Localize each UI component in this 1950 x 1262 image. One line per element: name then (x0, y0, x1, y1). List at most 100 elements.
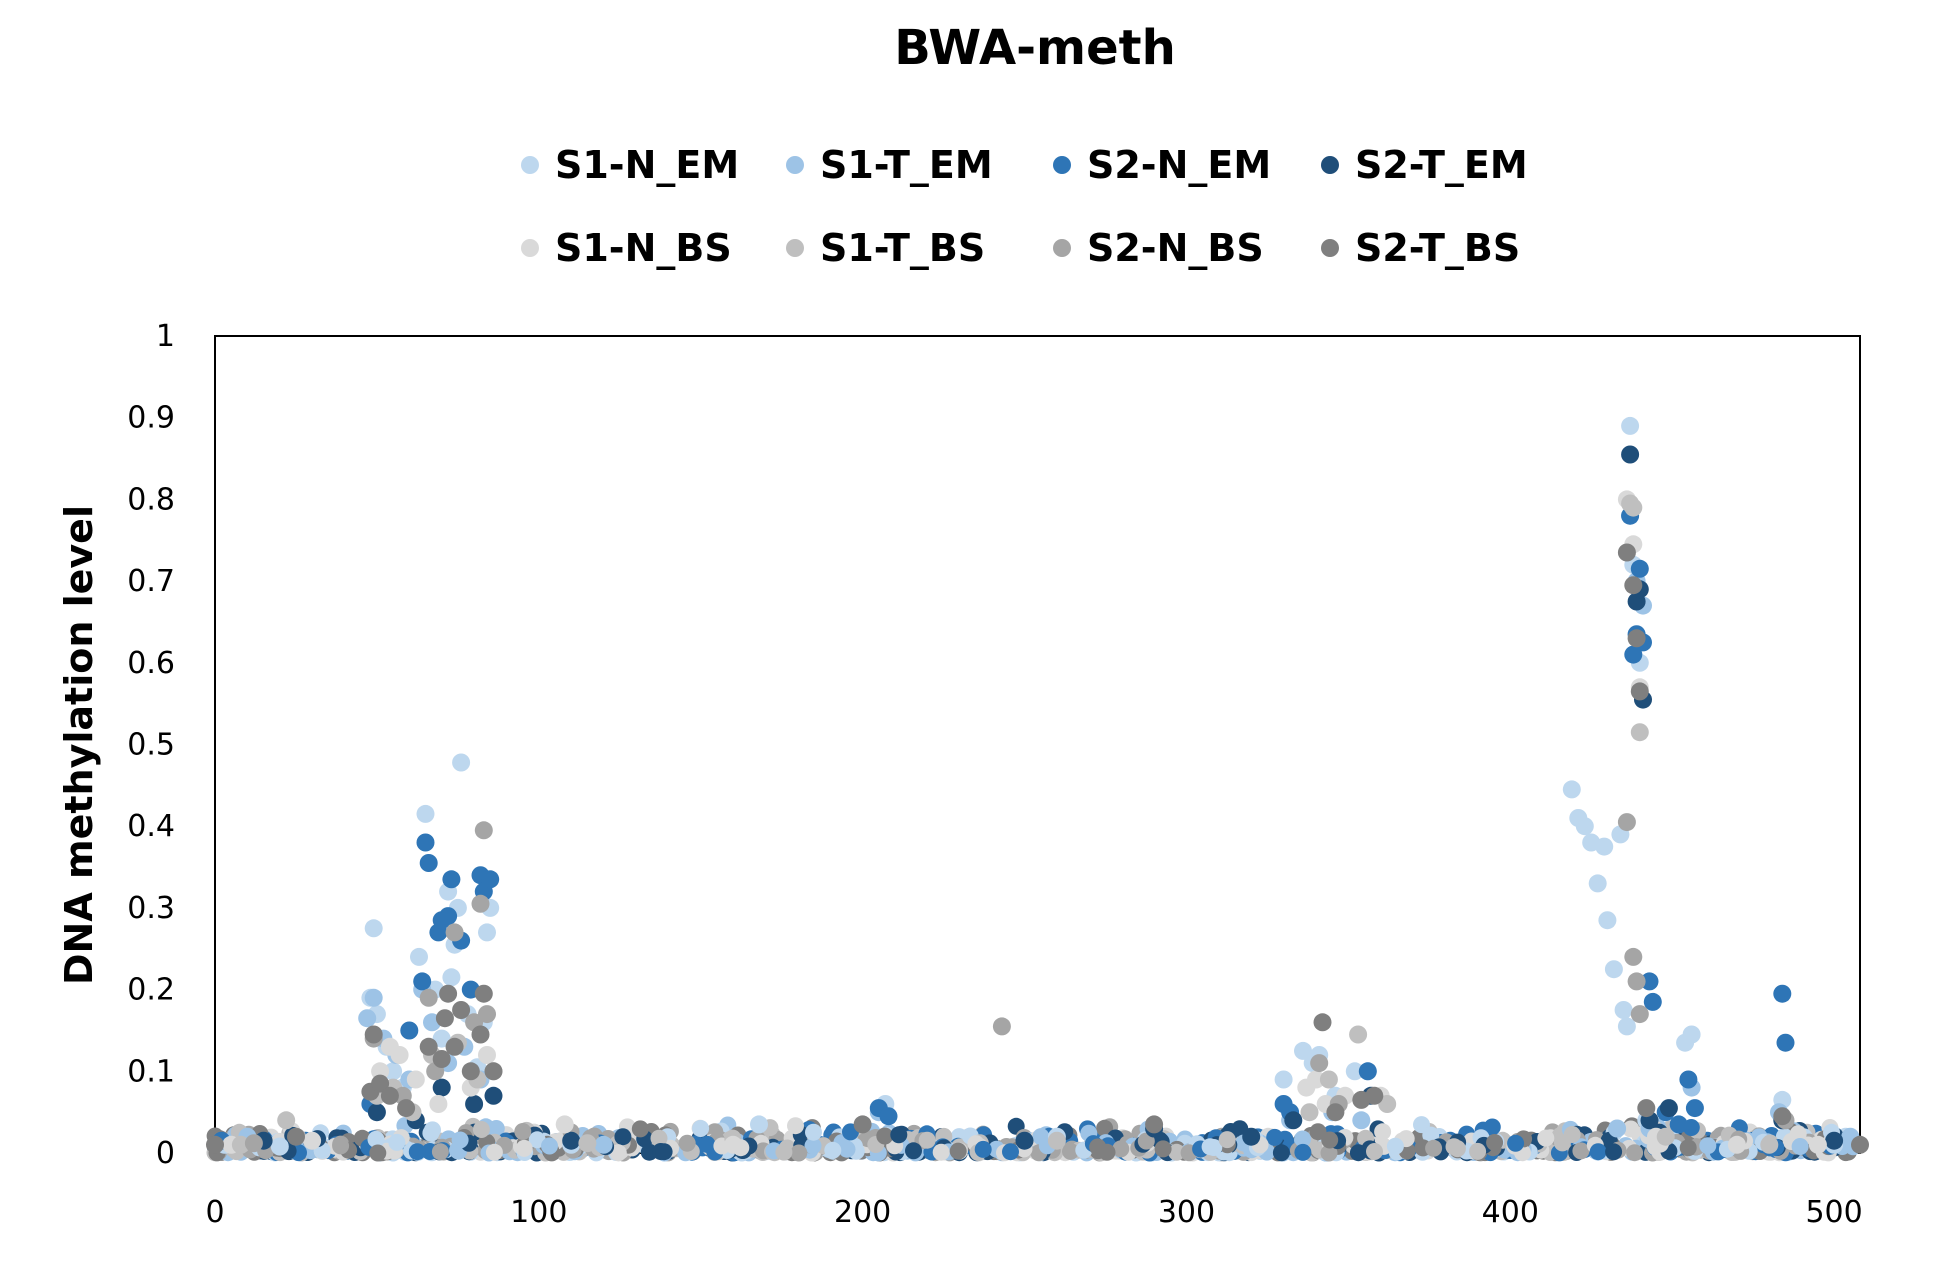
baseline-point (1320, 1144, 1338, 1162)
baseline-point (1112, 1140, 1130, 1158)
baseline-point (514, 1123, 532, 1140)
baseline-point (614, 1128, 632, 1146)
x-tick-label: 300 (1158, 1195, 1215, 1230)
data-point (413, 972, 432, 991)
data-point (853, 1115, 872, 1134)
data-point (1575, 817, 1594, 836)
baseline-point (1679, 1139, 1697, 1157)
data-point (1656, 1127, 1675, 1146)
data-point (287, 1127, 305, 1146)
legend-label: S1-N_BS (555, 226, 732, 270)
data-point (1242, 1127, 1261, 1146)
data-point (452, 1001, 471, 1019)
baseline-point (367, 1130, 385, 1148)
x-tick-label: 200 (834, 1195, 891, 1230)
baseline-point (1294, 1143, 1312, 1161)
data-point (1627, 972, 1646, 991)
baseline-point (408, 1143, 426, 1161)
data-point (1851, 1135, 1869, 1154)
data-point (1319, 1070, 1338, 1089)
baseline-point (655, 1143, 673, 1161)
data-point (461, 1062, 480, 1081)
series-s2-t-em (254, 445, 1844, 1150)
data-point (1621, 416, 1640, 435)
data-point (1640, 972, 1659, 991)
data-point (445, 1037, 464, 1056)
y-axis-label: DNA methylation level (57, 505, 101, 985)
baseline-point (332, 1137, 350, 1155)
data-point (562, 1131, 581, 1150)
data-point (406, 1070, 425, 1089)
data-point (1643, 992, 1662, 1011)
data-point (555, 1115, 574, 1134)
y-tick-label: 0.2 (127, 973, 175, 1008)
data-point (371, 1062, 390, 1081)
baseline-point (424, 1121, 441, 1139)
data-point (1624, 576, 1643, 595)
data-point (1617, 813, 1636, 832)
data-point (1352, 1111, 1371, 1130)
data-point (1015, 1131, 1034, 1150)
data-point (358, 1009, 377, 1028)
baseline-point (515, 1139, 533, 1157)
x-tick-label: 400 (1482, 1195, 1539, 1230)
data-point (1307, 1070, 1325, 1089)
data-point (1313, 1013, 1332, 1032)
legend-label: S2-N_EM (1087, 143, 1271, 187)
data-point (1284, 1111, 1303, 1130)
data-point (478, 1005, 496, 1024)
data-point (724, 1135, 743, 1154)
data-point (270, 1137, 289, 1156)
baseline-point (1469, 1142, 1487, 1160)
legend-marker (786, 239, 804, 257)
data-point (1310, 1054, 1329, 1073)
baseline-point (1572, 1142, 1590, 1160)
data-point (206, 1135, 224, 1154)
data-point (471, 1025, 490, 1044)
baseline-point (1589, 1143, 1607, 1161)
x-tick-label: 100 (510, 1195, 567, 1230)
data-point (1627, 629, 1646, 648)
x-tick-label: 500 (1805, 1195, 1862, 1230)
data-points (206, 416, 1869, 1156)
baseline-point (790, 1144, 808, 1162)
legend-marker (1053, 239, 1071, 257)
baseline-point (1483, 1118, 1501, 1136)
baseline-point (775, 1143, 793, 1161)
data-point (1637, 1099, 1656, 1118)
x-tick-label: 0 (205, 1195, 224, 1230)
baseline-point (1386, 1137, 1404, 1155)
data-point (442, 968, 461, 987)
baseline-point (431, 1143, 449, 1161)
series-s2-n-em (212, 506, 1795, 1150)
data-point (1345, 1062, 1364, 1081)
baseline-point (1366, 1143, 1383, 1160)
baseline-point (1294, 1130, 1312, 1148)
baseline-point (472, 1121, 490, 1138)
chart-title: BWA-meth (894, 20, 1176, 76)
data-point (364, 919, 383, 938)
data-point (750, 1115, 768, 1134)
y-axis-ticks: 0 0.1 0.2 0.3 0.4 0.5 0.6 0.7 0.8 0.9 1 (127, 319, 175, 1171)
baseline-point (876, 1127, 894, 1145)
data-point (1630, 723, 1649, 742)
y-tick-label: 0.3 (127, 891, 175, 926)
baseline-point (804, 1137, 822, 1155)
baseline-point (1374, 1123, 1392, 1141)
data-point (465, 1095, 484, 1113)
baseline-point (787, 1117, 804, 1135)
data-point (1614, 1001, 1633, 1019)
baseline-point (1137, 1132, 1155, 1150)
data-point (1776, 1033, 1795, 1052)
baseline-point (890, 1126, 908, 1144)
baseline-point (824, 1141, 842, 1159)
data-point (1682, 1025, 1701, 1044)
legend-label: S1-T_BS (820, 226, 985, 270)
data-point (1274, 1070, 1293, 1089)
data-point (1365, 1086, 1384, 1105)
data-point (419, 988, 438, 1007)
data-point (442, 870, 461, 889)
data-point (1047, 1131, 1066, 1150)
data-point (439, 907, 458, 926)
data-point (1300, 1103, 1319, 1122)
